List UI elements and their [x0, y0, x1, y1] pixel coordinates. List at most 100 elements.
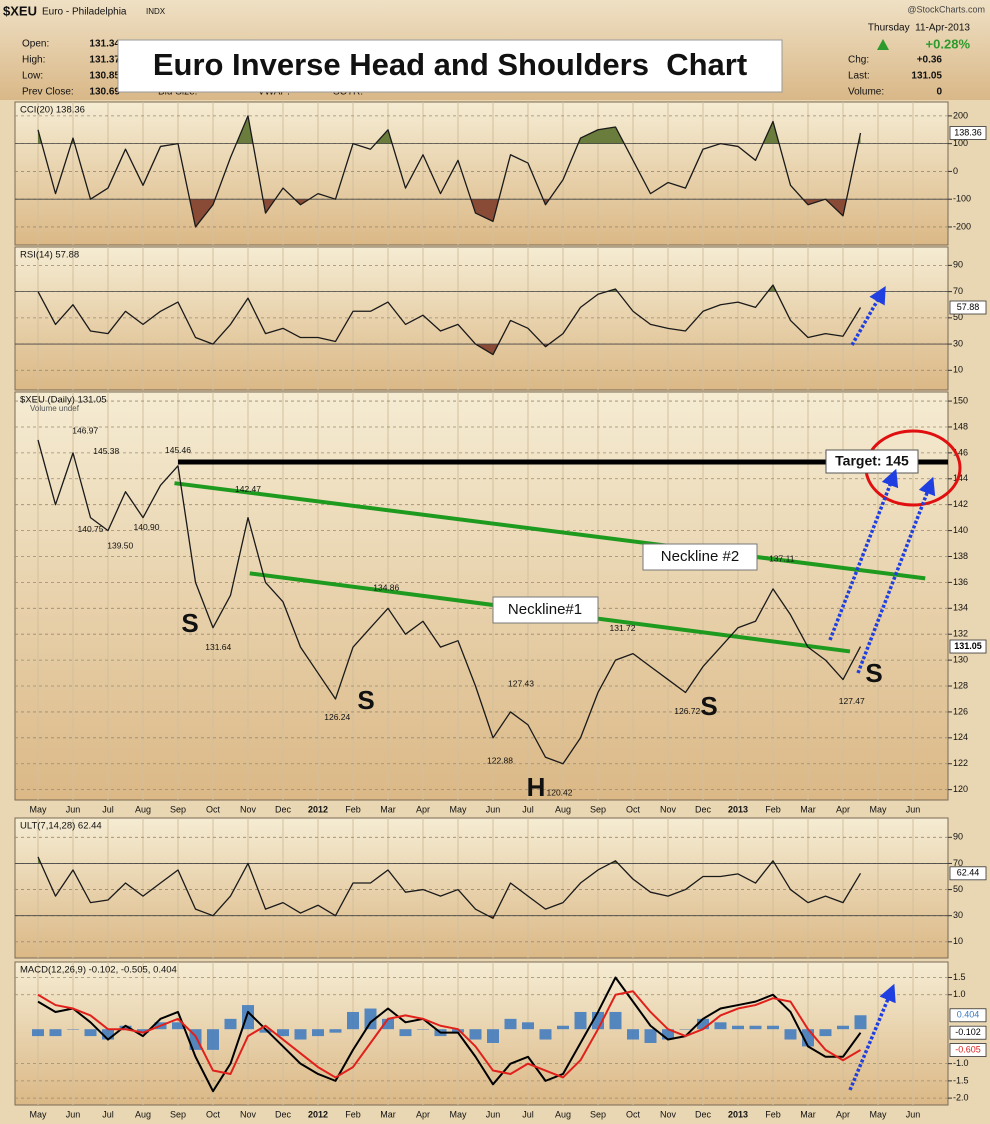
histogram-bar	[207, 1029, 219, 1050]
pattern-letter: S	[357, 685, 374, 715]
x-tick-label: Feb	[345, 804, 361, 814]
y-tick-label: 150	[953, 395, 968, 405]
x-tick-label: Mar	[380, 804, 396, 814]
field-label: High:	[22, 55, 45, 66]
y-tick-label: 128	[953, 680, 968, 690]
x-tick-label: 2012	[308, 804, 328, 814]
y-tick-label: 90	[953, 832, 963, 842]
y-tick-label: 30	[953, 910, 963, 920]
date: Thursday 11-Apr-2013	[868, 23, 971, 34]
y-tick-label: 30	[953, 338, 963, 348]
last-value-badge	[949, 866, 987, 881]
last-value-badge	[949, 1025, 987, 1040]
histogram-bar	[487, 1029, 499, 1043]
label-box	[642, 543, 758, 571]
price-label: 126.24	[324, 712, 350, 722]
field-value: 130.69	[89, 87, 120, 98]
price-label: 146.97	[72, 426, 98, 436]
panel-subtitle: Volume undef	[30, 404, 80, 413]
label-box	[825, 449, 919, 474]
histogram-bar	[452, 1029, 464, 1033]
instrument-name: Euro - Philadelphia	[42, 7, 127, 18]
x-tick-label: Apr	[836, 1109, 850, 1119]
panel-title: CCI(20) 138.36	[20, 105, 85, 116]
chart-title: Euro Inverse Head and Shoulders Chart	[153, 47, 747, 82]
x-tick-label: Dec	[695, 1109, 712, 1119]
histogram-bar	[259, 1029, 272, 1033]
histogram-bar	[522, 1022, 534, 1030]
x-tick-label: Sep	[590, 1109, 606, 1119]
last-value-label: 138.36	[954, 127, 982, 137]
projection-arrow	[828, 468, 899, 641]
histogram-bar	[749, 1025, 762, 1030]
y-tick-label: 10	[953, 365, 963, 375]
pattern-letter: S	[181, 608, 198, 638]
x-tick-label: Apr	[416, 804, 430, 814]
panel-background	[14, 817, 949, 959]
x-tick-label: Oct	[206, 1109, 221, 1119]
y-tick-label: 132	[953, 629, 968, 639]
last-value-label: 57.88	[957, 302, 980, 312]
histogram-bar	[644, 1029, 657, 1043]
neckline-label: Neckline#1	[508, 601, 582, 618]
x-tick-label: May	[449, 804, 467, 814]
last-value-label: 62.44	[957, 868, 980, 878]
series-line	[37, 284, 862, 356]
pattern-letter: H	[527, 772, 546, 802]
series-line	[37, 439, 862, 765]
field-value: 131.34	[89, 39, 120, 50]
field-value: 131.05	[911, 71, 942, 82]
price-label: 131.72	[610, 623, 636, 633]
x-tick-label: 2013	[728, 804, 748, 814]
x-tick-label: Jun	[486, 804, 501, 814]
field-value: 0	[936, 87, 942, 98]
y-tick-label: 50	[953, 884, 963, 894]
y-tick-label: -1.5	[953, 1075, 969, 1085]
histogram-bar	[294, 1029, 307, 1040]
histogram-bar	[67, 1029, 79, 1030]
y-tick-label: -100	[953, 194, 971, 204]
x-tick-label: Jun	[66, 1109, 81, 1119]
price-label: 145.38	[93, 446, 119, 456]
price-label: 122.88	[487, 756, 513, 766]
projection-arrow	[848, 983, 896, 1091]
field-label: Open:	[22, 39, 49, 50]
projection-arrow	[856, 476, 936, 674]
histogram-bar	[837, 1025, 849, 1030]
field-label: Prev Close:	[22, 87, 74, 98]
price-label: 142.47	[235, 484, 261, 494]
y-tick-label: 10	[953, 936, 963, 946]
price-label: 134.86	[373, 582, 399, 592]
last-value-badge	[949, 126, 987, 140]
last-value-badge	[949, 1043, 987, 1057]
histogram-bar	[854, 1015, 867, 1030]
x-tick-label: Dec	[275, 804, 292, 814]
projection-arrow	[850, 285, 886, 346]
x-tick-label: Aug	[135, 804, 151, 814]
x-tick-label: Oct	[626, 1109, 641, 1119]
histogram-bar	[697, 1018, 709, 1030]
field-label: Last:	[848, 71, 870, 82]
y-tick-label: 200	[953, 110, 968, 120]
x-tick-label: Jun	[66, 804, 81, 814]
series-line	[37, 856, 862, 919]
x-tick-label: Jun	[486, 1109, 501, 1119]
histogram-bar	[679, 1029, 692, 1030]
x-tick-label: Jul	[102, 1109, 114, 1119]
last-value-label: -0.102	[955, 1027, 981, 1037]
price-label: 140.90	[134, 522, 160, 532]
histogram-bar	[732, 1025, 744, 1030]
symbol: $XEU	[3, 3, 37, 18]
x-tick-label: May	[869, 1109, 887, 1119]
y-tick-label: 1.5	[953, 972, 966, 982]
y-tick-label: -1.0	[953, 1058, 969, 1068]
last-value-label: 131.05	[954, 641, 982, 651]
x-tick-label: 2013	[728, 1109, 748, 1119]
x-tick-label: 2012	[308, 1109, 328, 1119]
overbought-area	[38, 115, 861, 144]
target-label: Target: 145	[835, 453, 909, 469]
x-tick-label: Jun	[906, 804, 921, 814]
panel-title: ULT(7,14,28) 62.44	[20, 821, 102, 832]
x-tick-label: Nov	[660, 804, 677, 814]
